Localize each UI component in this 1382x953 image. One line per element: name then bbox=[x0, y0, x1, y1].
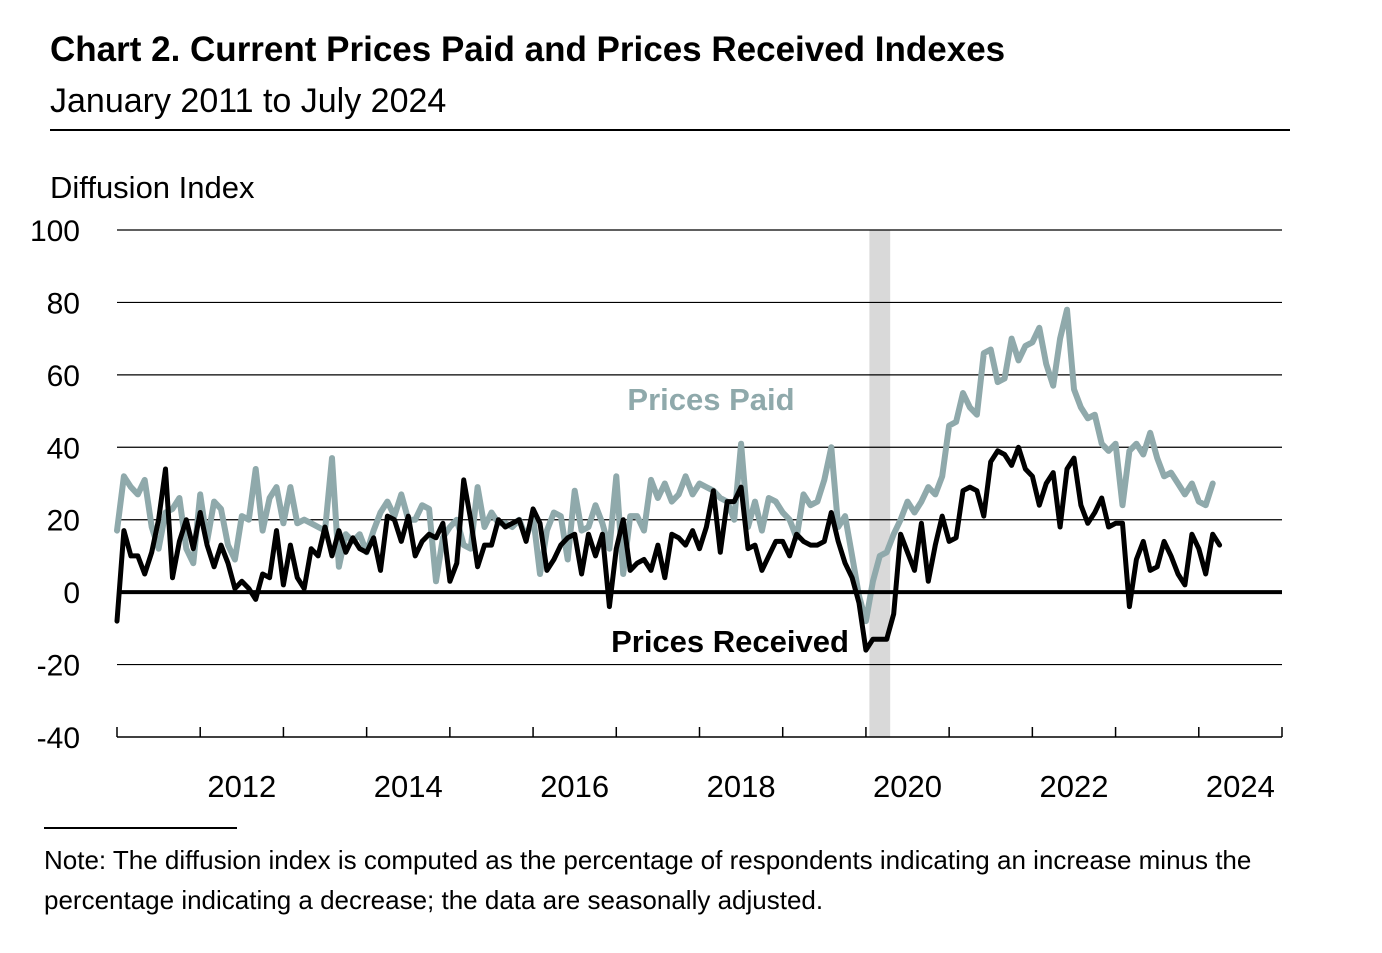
y-tick-label: 40 bbox=[47, 432, 80, 465]
y-tick-label: 20 bbox=[47, 505, 80, 538]
chart-subtitle: January 2011 to July 2024 bbox=[50, 82, 447, 120]
title-divider bbox=[50, 129, 1290, 131]
x-tick-label: 2012 bbox=[207, 769, 276, 804]
series-line-prices-paid bbox=[114, 306, 1216, 625]
x-tick-label: 2014 bbox=[374, 769, 443, 804]
recession-shading bbox=[869, 230, 891, 737]
x-tick-label: 2024 bbox=[1206, 769, 1275, 804]
y-tick-label: 80 bbox=[47, 287, 80, 320]
chart-title: Chart 2. Current Prices Paid and Prices … bbox=[50, 30, 1006, 69]
series-line-prices-received bbox=[114, 444, 1223, 653]
y-tick-label: -40 bbox=[37, 722, 80, 755]
note-divider bbox=[44, 827, 237, 829]
footnote: Note: The diffusion index is computed as… bbox=[44, 845, 1252, 915]
line-chart: 100 80 60 40 20 0 -20 -40 2012 2014 2016 2018 2020 20… bbox=[30, 170, 1283, 804]
x-tick-label: 2016 bbox=[540, 769, 609, 804]
y-tick-label: -20 bbox=[37, 650, 80, 683]
x-tick-label: 2018 bbox=[707, 769, 776, 804]
series-label-prices-received: Prices Received bbox=[611, 624, 849, 659]
series-label-prices-paid: Prices Paid bbox=[627, 382, 794, 417]
y-tick-label: 60 bbox=[47, 360, 80, 393]
y-tick-label: 0 bbox=[63, 577, 80, 610]
y-axis-title: Diffusion Index bbox=[50, 170, 255, 205]
x-tick-label: 2022 bbox=[1039, 769, 1108, 804]
x-tick-label: 2020 bbox=[873, 769, 942, 804]
y-tick-label: 100 bbox=[30, 215, 80, 248]
